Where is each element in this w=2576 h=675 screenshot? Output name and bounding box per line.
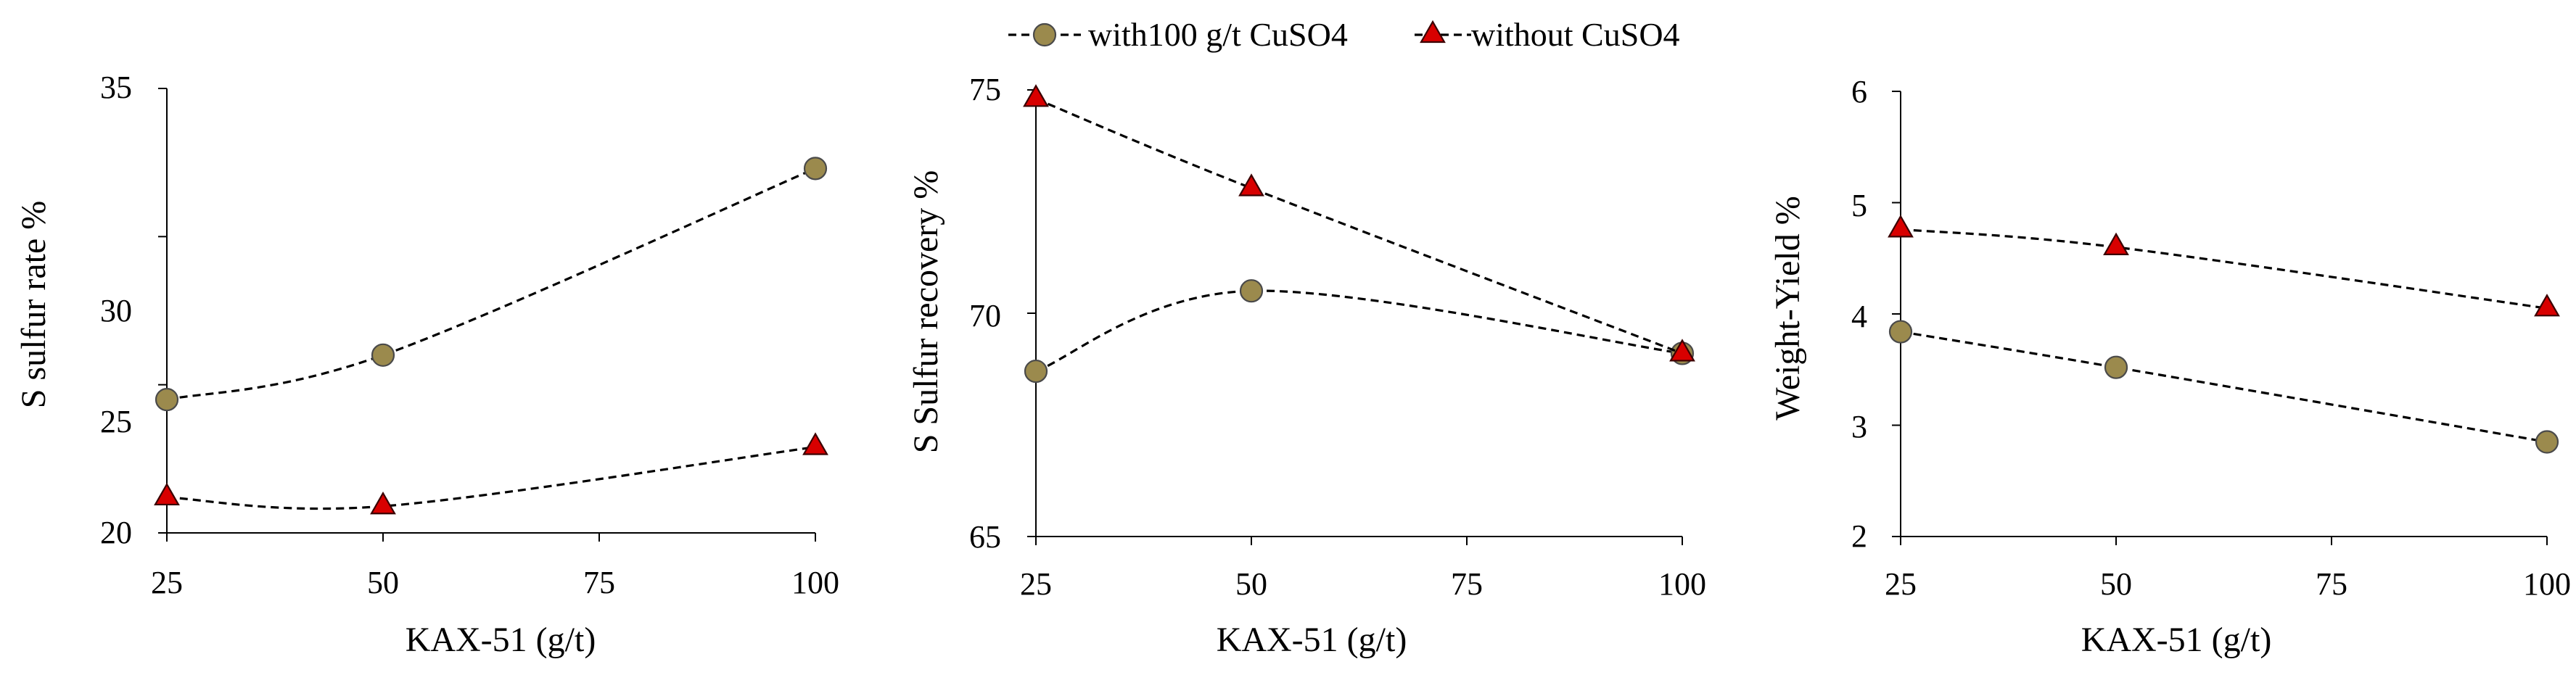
y-axis-title: Weight-Yield %: [1769, 196, 1807, 420]
y-tick-label: 20: [100, 515, 132, 550]
data-point-without-cuso4: [802, 432, 828, 455]
data-point-without-cuso4: [2103, 232, 2129, 255]
legend-label-without-cuso4: without CuSO4: [1471, 16, 1680, 53]
legend-marker-triangle: [1420, 20, 1446, 44]
data-point-without-cuso4: [370, 492, 396, 515]
legend-marker-circle: [1032, 22, 1057, 47]
y-tick-label: 6: [1851, 74, 1867, 109]
x-tick-label: 50: [1235, 566, 1267, 602]
data-point-with-cuso4: [2535, 430, 2559, 454]
data-point-with-cuso4: [1888, 320, 1913, 344]
x-tick-label: 25: [151, 565, 183, 600]
legend-entry-with-cuso4: with100 g/t CuSO4: [1008, 16, 1348, 53]
y-tick-label: 2: [1851, 518, 1867, 554]
x-tick-label: 75: [1451, 566, 1483, 602]
x-tick-label: 25: [1020, 566, 1052, 602]
y-tick-labels: 20 25 30 35: [100, 70, 132, 550]
x-tick-label: 25: [1885, 566, 1917, 602]
y-tick-label: 30: [100, 293, 132, 328]
y-tick-labels: 2 3 4 5 6: [1851, 74, 1867, 554]
data-point-without-cuso4: [2534, 294, 2560, 317]
x-tick-label: 75: [583, 565, 615, 600]
y-axis-title: S sulfur rate %: [15, 201, 53, 409]
y-tick-label: 75: [969, 72, 1001, 107]
legend-label-with-cuso4: with100 g/t CuSO4: [1088, 16, 1348, 53]
series-line-without-cuso4: [1035, 97, 1683, 355]
data-point-with-cuso4: [155, 387, 179, 412]
y-tick-label: 25: [100, 404, 132, 439]
x-tick-label: 75: [2316, 566, 2347, 602]
data-point-with-cuso4: [371, 343, 395, 367]
data-point-without-cuso4: [1669, 339, 1695, 362]
y-tick-label: 35: [100, 70, 132, 105]
x-tick-label: 100: [791, 565, 839, 600]
legend: with100 g/t CuSO4 without CuSO4: [1008, 16, 1680, 53]
x-tick-labels: 25 50 75 100: [1885, 566, 2571, 602]
x-axis-title: KAX-51 (g/t): [406, 621, 596, 659]
x-tick-label: 50: [367, 565, 399, 600]
x-tick-label: 100: [2523, 566, 2571, 602]
data-point-without-cuso4: [154, 482, 180, 506]
x-tick-labels: 25 50 75 100: [151, 565, 839, 600]
data-point-without-cuso4: [1238, 173, 1264, 196]
data-point-without-cuso4: [1888, 215, 1914, 238]
series-line-without-cuso4: [1900, 228, 2548, 310]
chart-sulfur-recovery: 65 70 75 25 50 75 100 KAX-51 (g/t) S Sul…: [907, 72, 1706, 659]
series-line-with-cuso4: [1900, 330, 2548, 444]
y-tick-label: 3: [1851, 409, 1867, 444]
x-axis-title: KAX-51 (g/t): [1217, 621, 1407, 659]
chart-sulfur-rate: 20 25 30 35 25 50 75 100 KAX-51 (g/t) S …: [15, 70, 839, 659]
y-tick-label: 4: [1851, 299, 1867, 334]
data-point-with-cuso4: [803, 157, 828, 181]
data-point-with-cuso4: [1239, 279, 1264, 303]
y-tick-labels: 65 70 75: [969, 72, 1001, 555]
y-tick-label: 70: [969, 298, 1001, 334]
y-tick-label: 5: [1851, 188, 1867, 223]
x-tick-label: 50: [2100, 566, 2132, 602]
legend-entry-without-cuso4: without CuSO4: [1415, 16, 1680, 53]
x-tick-label: 100: [1658, 566, 1706, 602]
x-tick-labels: 25 50 75 100: [1020, 566, 1706, 602]
chart-weight-yield: 2 3 4 5 6 25 50 75 100 KAX-51 (g/t) Weig…: [1769, 74, 2571, 659]
x-axis-title: KAX-51 (g/t): [2081, 621, 2272, 659]
series-line-without-cuso4: [166, 445, 816, 510]
data-point-without-cuso4: [1023, 84, 1049, 107]
series-line-with-cuso4: [166, 167, 816, 401]
y-tick-label: 65: [969, 519, 1001, 555]
data-point-with-cuso4: [2104, 355, 2128, 379]
series-line-with-cuso4: [1035, 289, 1683, 373]
data-point-with-cuso4: [1024, 359, 1048, 384]
y-axis-title: S Sulfur recovery %: [907, 170, 945, 454]
